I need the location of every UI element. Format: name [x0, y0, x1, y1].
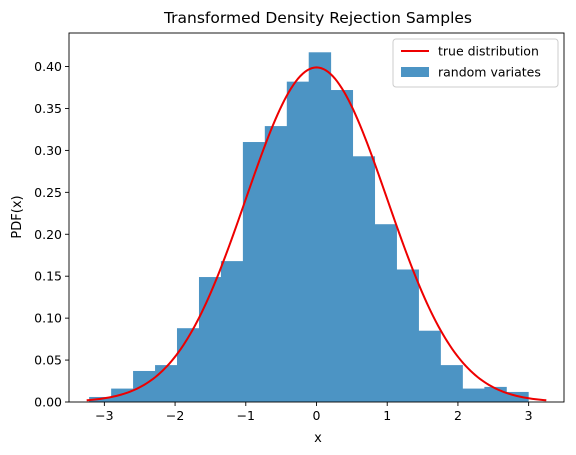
histogram-bar	[374, 224, 397, 402]
y-tick-label: 0.40	[34, 59, 62, 74]
histogram-bar	[220, 261, 244, 402]
x-tick-label: 2	[454, 408, 462, 423]
y-tick-label: 0.35	[34, 101, 62, 116]
histogram-bar	[462, 388, 485, 402]
x-tick-label: 1	[383, 408, 391, 423]
x-tick-label: −2	[166, 408, 184, 423]
legend-box	[392, 38, 559, 88]
true-distribution-line	[86, 66, 547, 402]
histogram-bar	[440, 365, 463, 402]
y-tick-label: 0.00	[34, 395, 62, 410]
histogram-bar	[352, 156, 376, 402]
histogram-bar	[155, 365, 178, 402]
y-tick-label: 0.20	[34, 227, 62, 242]
histogram-bar	[264, 126, 288, 403]
plot-area	[68, 32, 565, 403]
histogram-bar	[286, 81, 310, 403]
y-tick-label: 0.05	[34, 353, 62, 368]
y-axis: 0.00 0.05 0.10 0.15 0.20 0.25 0.30 0.35 0.40	[34, 59, 69, 410]
legend-label-true-distribution: true distribution	[438, 44, 539, 59]
y-axis-label: PDF(x)	[10, 195, 25, 238]
legend: true distribution random variates	[392, 38, 559, 88]
chart-title: Transformed Density Rejection Samples	[163, 9, 472, 27]
histogram-bar	[396, 269, 419, 402]
x-tick-label: −3	[95, 408, 113, 423]
x-tick-label: 0	[313, 408, 321, 423]
y-tick-label: 0.10	[34, 311, 62, 326]
legend-bar-swatch	[401, 67, 429, 77]
histogram-bar	[418, 330, 441, 402]
histogram-bar	[330, 90, 354, 402]
x-axis: −3 −2 −1 0 1 2 3	[95, 402, 533, 423]
x-tick-label: 3	[525, 408, 533, 423]
y-tick-label: 0.30	[34, 143, 62, 158]
histogram-bar	[242, 142, 266, 403]
y-tick-label: 0.15	[34, 269, 62, 284]
histogram-bar	[133, 370, 156, 402]
x-tick-label: −1	[237, 408, 255, 423]
y-tick-label: 0.25	[34, 185, 62, 200]
x-axis-label: x	[314, 431, 322, 446]
legend-label-random-variates: random variates	[438, 65, 541, 80]
histogram-bar	[308, 52, 332, 402]
